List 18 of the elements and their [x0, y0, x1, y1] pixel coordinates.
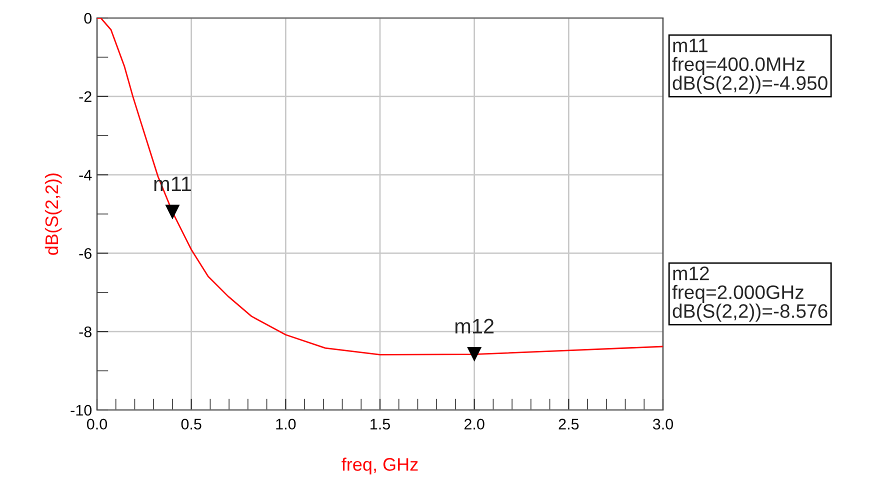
x-tick-label: 3.0	[652, 418, 674, 430]
x-tick-label: 0.0	[86, 418, 108, 430]
y-tick-label: -4	[79, 170, 92, 180]
x-tick-label: 2.5	[558, 418, 579, 430]
text: m11 freq=400.0MHz dB(S(2,2))=-4.950	[672, 38, 828, 94]
y-tick-label: -2	[79, 91, 92, 102]
x-tick-label: 0.5	[181, 418, 202, 430]
x-axis-title: freq, GHz	[342, 458, 418, 474]
y-axis-title: dB(S(2,2))	[44, 173, 62, 255]
x-tick-label: 1.0	[276, 418, 296, 430]
y-tick-label: -8	[79, 326, 92, 338]
y-tick-label: 0	[84, 12, 92, 24]
x-tick-label: 1.5	[370, 418, 390, 430]
annotation: m12	[455, 318, 494, 334]
text: m12 freq=2.000GHz dB(S(2,2))=-8.576	[672, 266, 828, 322]
y-tick-label: -10	[70, 404, 92, 416]
y-tick-label: -6	[79, 248, 92, 259]
x-tick-label: 2.0	[464, 418, 484, 430]
